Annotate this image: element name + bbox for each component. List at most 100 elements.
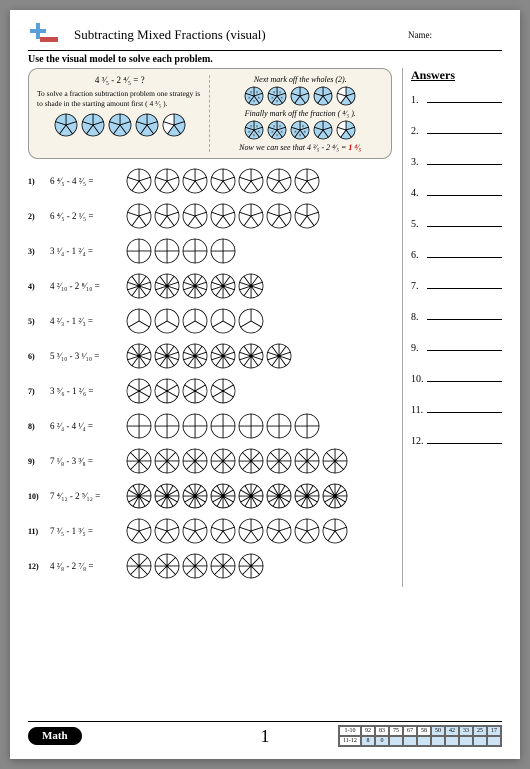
plus-minus-icon — [28, 22, 60, 48]
svg-text:×: × — [299, 134, 302, 139]
answer-number: 12. — [411, 436, 427, 447]
svg-text:×: × — [271, 97, 274, 102]
score-cell: 92 — [361, 726, 375, 736]
answer-blank[interactable] — [427, 124, 502, 134]
answer-blank[interactable] — [427, 341, 502, 351]
problem-row: 11) 7 ³⁄₅ - 1 ³⁄₅ = — [28, 517, 392, 545]
score-cell: 25 — [473, 726, 487, 736]
svg-text:×: × — [253, 134, 256, 139]
answer-number: 1. — [411, 95, 427, 106]
answer-line: 2. — [411, 124, 502, 137]
answers-column: Answers 1.2.3.4.5.6.7.8.9.10.11.12. — [402, 68, 502, 587]
problem-expression: 7 ³⁄₅ - 1 ³⁄₅ = — [50, 526, 120, 536]
answer-blank[interactable] — [427, 372, 502, 382]
score-row-label: 11-12 — [339, 736, 361, 746]
problem-circles — [126, 168, 320, 194]
answer-number: 10. — [411, 374, 427, 385]
example-right: Next mark off the wholes (2). ××××××××××… — [218, 75, 384, 152]
worksheet-page: Subtracting Mixed Fractions (visual) Nam… — [10, 10, 520, 759]
answer-blank[interactable] — [427, 403, 502, 413]
problem-expression: 3 ¹⁄₄ - 1 ²⁄₄ = — [50, 246, 120, 256]
svg-text:×: × — [294, 131, 297, 136]
answers-title: Answers — [411, 68, 502, 83]
answer-lines: 1.2.3.4.5.6.7.8.9.10.11.12. — [411, 93, 502, 447]
problem-circles — [126, 413, 320, 439]
answer-line: 11. — [411, 403, 502, 416]
problem-expression: 7 ¹⁄₈ - 3 ³⁄₈ = — [50, 456, 120, 466]
score-cell: 58 — [417, 726, 431, 736]
svg-text:×: × — [273, 125, 276, 130]
answer-blank[interactable] — [427, 434, 502, 444]
score-cell — [389, 736, 403, 746]
problem-number: 1) — [28, 177, 44, 186]
problem-row: 10)7 ⁴⁄₁₂ - 2 ⁵⁄₁₂ = — [28, 482, 392, 510]
answer-blank[interactable] — [427, 248, 502, 258]
answer-blank[interactable] — [427, 186, 502, 196]
answer-number: 7. — [411, 281, 427, 292]
problem-expression: 6 ²⁄₄ - 4 ¹⁄₄ = — [50, 421, 120, 431]
problem-row: 4)4 ²⁄₁₀ - 2 ⁸⁄₁₀ = — [28, 272, 392, 300]
problem-number: 9) — [28, 457, 44, 466]
example-right-circles-a: ×××××××××× — [218, 86, 384, 106]
problem-row: 2)6 ⁴⁄₅ - 2 ¹⁄₅ = — [28, 202, 392, 230]
score-cell — [473, 736, 487, 746]
score-cell: 8 — [361, 736, 375, 746]
problem-row: 6) 5 ³⁄₁₀ - 3 ¹⁄₁₀ = — [28, 342, 392, 370]
problem-expression: 6 ⁴⁄₅ - 2 ¹⁄₅ = — [50, 211, 120, 221]
problem-circles — [126, 273, 264, 299]
problem-number: 5) — [28, 317, 44, 326]
example-left: 4 ³⁄₅ - 2 ⁴⁄₅ = ? To solve a fraction su… — [37, 75, 210, 152]
problem-number: 3) — [28, 247, 44, 256]
problem-expression: 5 ³⁄₁₀ - 3 ¹⁄₁₀ = — [50, 351, 120, 361]
score-cell — [431, 736, 445, 746]
answer-line: 9. — [411, 341, 502, 354]
svg-text:×: × — [273, 91, 276, 96]
problem-circles — [126, 553, 264, 579]
svg-text:×: × — [248, 131, 251, 136]
score-cell — [459, 736, 473, 746]
example-line-a: Next mark off the wholes (2). — [218, 75, 384, 84]
answer-number: 4. — [411, 188, 427, 199]
svg-text:×: × — [250, 125, 253, 130]
problem-expression: 4 ²⁄₁₀ - 2 ⁸⁄₁₀ = — [50, 281, 120, 291]
page-title: Subtracting Mixed Fractions (visual) — [74, 27, 266, 43]
problem-expression: 4 ²⁄₈ - 2 ⁷⁄₈ = — [50, 561, 120, 571]
content: 4 ³⁄₅ - 2 ⁴⁄₅ = ? To solve a fraction su… — [28, 68, 502, 587]
score-row-label: 1-10 — [339, 726, 361, 736]
problem-number: 6) — [28, 352, 44, 361]
name-label: Name: — [408, 30, 432, 40]
header: Subtracting Mixed Fractions (visual) Nam… — [28, 22, 502, 51]
problem-row: 3) 3 ¹⁄₄ - 1 ²⁄₄ = — [28, 237, 392, 265]
answer-blank[interactable] — [427, 310, 502, 320]
example-answer-text: Now we can see that 4 ³⁄₅ - 2 ⁴⁄₅ = — [239, 143, 348, 152]
example-equation: 4 ³⁄₅ - 2 ⁴⁄₅ = ? — [37, 75, 203, 85]
answer-blank[interactable] — [427, 93, 502, 103]
score-cell: 50 — [431, 726, 445, 736]
svg-text:×: × — [253, 100, 256, 105]
left-column: 4 ³⁄₅ - 2 ⁴⁄₅ = ? To solve a fraction su… — [28, 68, 392, 587]
answer-number: 2. — [411, 126, 427, 137]
problems-list: 1) 6 ⁴⁄₅ - 4 ²⁄₅ = 2)6 ⁴⁄₅ - 2 ¹⁄₅ = 3) 3 ¹⁄… — [28, 167, 392, 580]
problem-circles — [126, 448, 348, 474]
problem-row: 7)3 ⁵⁄₆ - 1 ²⁄₆ = — [28, 377, 392, 405]
problem-circles — [126, 238, 236, 264]
problem-expression: 6 ⁴⁄₅ - 4 ²⁄₅ = — [50, 176, 120, 186]
example-left-circles — [37, 113, 203, 137]
problem-row: 9) 7 ¹⁄₈ - 3 ³⁄₈ = — [28, 447, 392, 475]
answer-number: 9. — [411, 343, 427, 354]
problem-row: 1) 6 ⁴⁄₅ - 4 ²⁄₅ = — [28, 167, 392, 195]
score-cell — [487, 736, 501, 746]
answer-line: 8. — [411, 310, 502, 323]
example-result: 1 ⁴⁄₅ — [348, 143, 361, 152]
problem-circles — [126, 343, 292, 369]
svg-text:×: × — [276, 134, 279, 139]
problem-number: 11) — [28, 527, 44, 536]
answer-blank[interactable] — [427, 279, 502, 289]
answer-line: 12. — [411, 434, 502, 447]
problem-circles — [126, 483, 348, 509]
answer-number: 6. — [411, 250, 427, 261]
answer-blank[interactable] — [427, 217, 502, 227]
answer-blank[interactable] — [427, 155, 502, 165]
score-cell: 0 — [375, 736, 389, 746]
problem-row: 5)4 ²⁄₃ - 1 ²⁄₃ = — [28, 307, 392, 335]
